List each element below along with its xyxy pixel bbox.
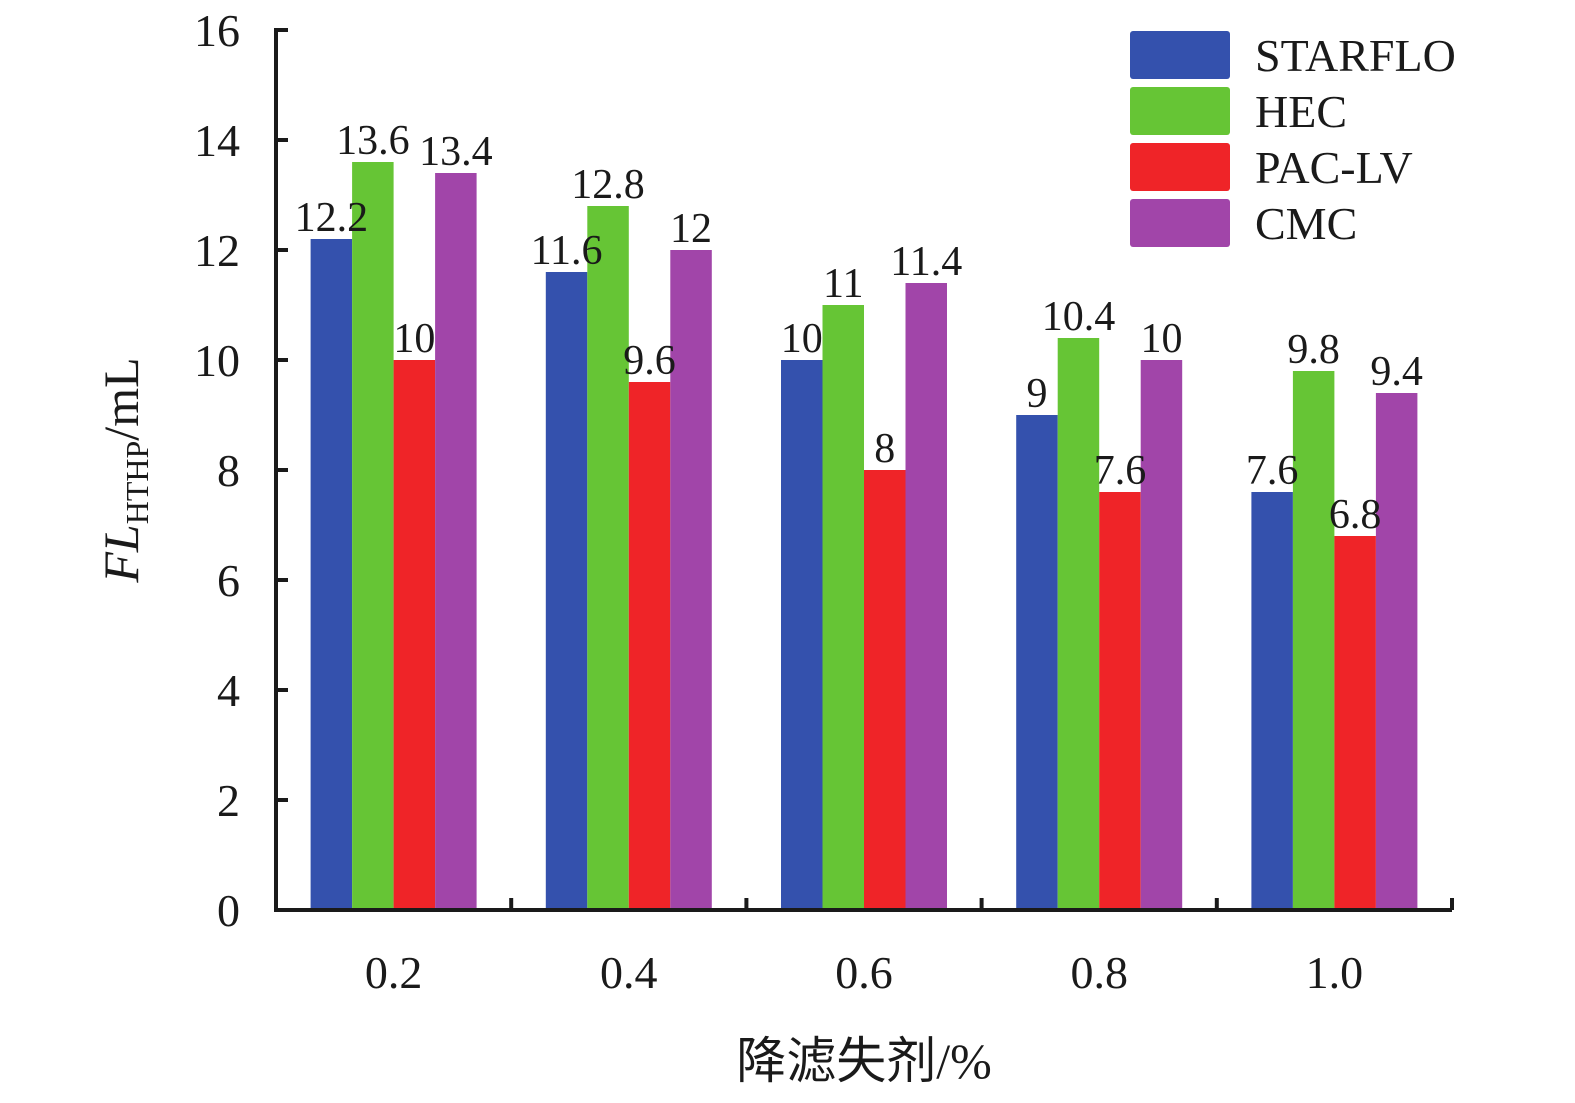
legend-label-cmc: CMC xyxy=(1255,198,1357,249)
bar-starflo-0.8 xyxy=(1016,415,1058,910)
data-label-cmc-1.0: 9.4 xyxy=(1370,349,1423,395)
data-label-pac-lv-0.8: 7.6 xyxy=(1094,448,1147,494)
data-label-hec-0.2: 13.6 xyxy=(336,118,410,164)
y-tick-label-14: 14 xyxy=(194,115,240,166)
y-tick-label-8: 8 xyxy=(217,445,240,496)
data-label-cmc-0.8: 10 xyxy=(1140,316,1182,362)
legend-swatch-cmc xyxy=(1130,199,1230,247)
legend-swatch-pac-lv xyxy=(1130,143,1230,191)
y-tick-label-0: 0 xyxy=(217,885,240,936)
x-tick-label-0.2: 0.2 xyxy=(365,947,423,998)
data-label-pac-lv-0.2: 10 xyxy=(393,316,435,362)
bar-hec-1.0 xyxy=(1292,371,1335,910)
x-axis-title: 降滤失剂/% xyxy=(736,1033,992,1089)
y-tick-label-6: 6 xyxy=(217,555,240,606)
y-tick-label-10: 10 xyxy=(194,335,240,386)
y-axis-title-main: FL xyxy=(93,524,149,583)
legend-swatch-hec xyxy=(1130,87,1230,135)
data-label-starflo-1.0: 7.6 xyxy=(1246,448,1299,494)
y-axis-title: FLHTHP/mL xyxy=(93,357,155,583)
data-label-starflo-0.8: 9 xyxy=(1026,371,1047,417)
y-tick-label-4: 4 xyxy=(217,665,240,716)
data-label-pac-lv-0.4: 9.6 xyxy=(623,338,676,384)
y-tick-label-16: 16 xyxy=(194,5,240,56)
data-labels-group: 12.213.61013.411.612.89.6121011811.4910.… xyxy=(295,118,1423,538)
bar-starflo-0.2 xyxy=(310,239,353,910)
bar-starflo-0.6 xyxy=(781,360,823,910)
bars-group xyxy=(310,162,1418,910)
bar-cmc-0.2 xyxy=(435,173,477,910)
bar-cmc-0.6 xyxy=(905,283,947,910)
legend-label-starflo: STARFLO xyxy=(1255,30,1456,81)
y-tick-label-12: 12 xyxy=(194,225,240,276)
bar-cmc-0.8 xyxy=(1140,360,1183,910)
legend-swatch-starflo xyxy=(1130,31,1230,79)
y-axis-title-subscript: HTHP xyxy=(119,441,155,525)
data-label-hec-0.8: 10.4 xyxy=(1042,294,1116,340)
bar-starflo-0.4 xyxy=(545,272,588,910)
bar-hec-0.4 xyxy=(587,206,629,910)
axes-group: 0 2 4 6 8 10 12 14 16 0.2 0.4 0.6 0.8 1.0 xyxy=(194,5,1454,998)
data-label-pac-lv-0.6: 8 xyxy=(874,426,895,472)
y-axis-title-unit: /mL xyxy=(93,357,149,440)
data-label-cmc-0.6: 11.4 xyxy=(890,239,962,285)
data-label-hec-0.4: 12.8 xyxy=(571,162,645,208)
bar-pac-lv-1.0 xyxy=(1334,536,1376,910)
x-tick-label-1.0: 1.0 xyxy=(1306,947,1364,998)
data-label-starflo-0.4: 11.6 xyxy=(531,228,603,274)
y-tick-label-2: 2 xyxy=(217,775,240,826)
bar-hec-0.8 xyxy=(1057,338,1100,910)
x-tick-label-0.8: 0.8 xyxy=(1070,947,1128,998)
bar-starflo-1.0 xyxy=(1251,492,1293,910)
legend-label-pac-lv: PAC-LV xyxy=(1255,142,1413,193)
data-label-cmc-0.2: 13.4 xyxy=(419,129,493,175)
bar-hec-0.6 xyxy=(822,305,864,910)
x-tick-label-0.6: 0.6 xyxy=(835,947,893,998)
data-label-hec-0.6: 11 xyxy=(823,261,863,307)
x-tick-label-0.4: 0.4 xyxy=(600,947,658,998)
bar-cmc-1.0 xyxy=(1375,393,1418,910)
data-label-starflo-0.2: 12.2 xyxy=(295,195,369,241)
legend-label-hec: HEC xyxy=(1255,86,1347,137)
data-label-hec-1.0: 9.8 xyxy=(1287,327,1340,373)
data-label-starflo-0.6: 10 xyxy=(781,316,823,362)
bar-hec-0.2 xyxy=(352,162,394,910)
data-label-pac-lv-1.0: 6.8 xyxy=(1329,492,1382,538)
bar-pac-lv-0.2 xyxy=(393,360,436,910)
bar-pac-lv-0.4 xyxy=(628,382,671,910)
bar-cmc-0.4 xyxy=(670,250,712,910)
bar-pac-lv-0.6 xyxy=(864,470,906,910)
data-label-cmc-0.4: 12 xyxy=(670,206,712,252)
bar-pac-lv-0.8 xyxy=(1099,492,1141,910)
